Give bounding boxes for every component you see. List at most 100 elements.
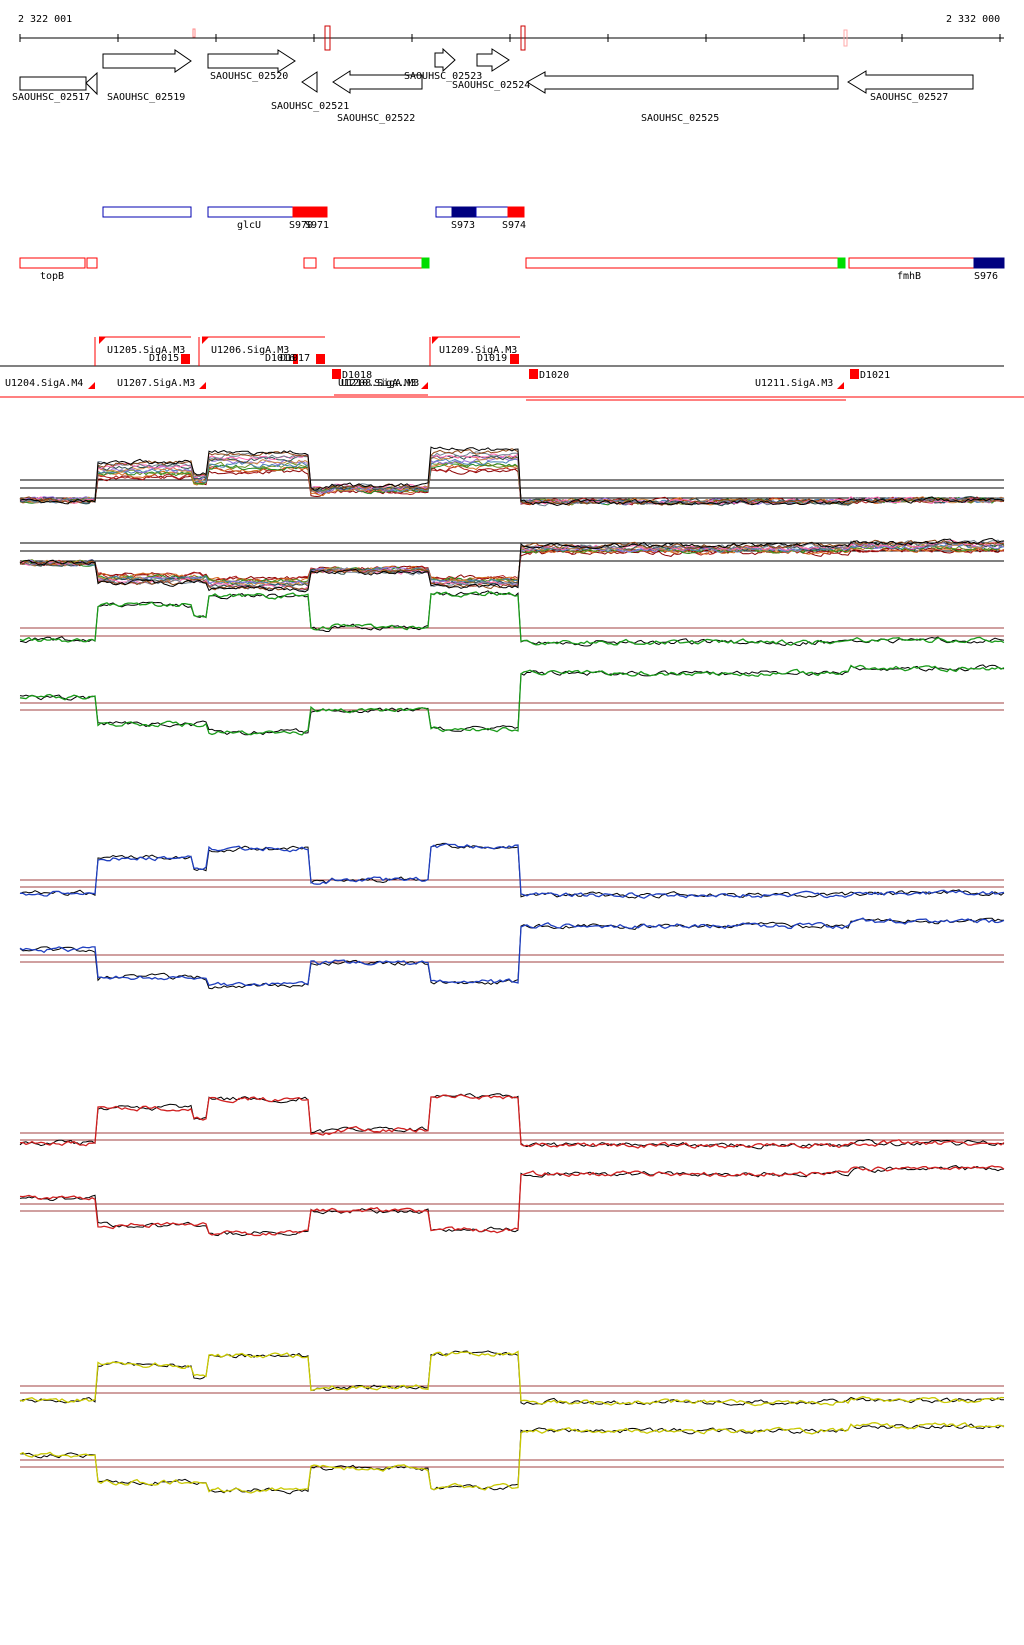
expression-curve [19,917,1005,987]
gene-arrow[interactable] [207,49,296,73]
ruler-marker [843,29,848,47]
gene-arrow[interactable] [332,70,423,94]
expression-curve [19,1093,1005,1150]
end-coordinate: 2 332 000 [946,14,1001,25]
terminator-label: D1021 [860,370,891,381]
feature-box[interactable] [421,257,430,269]
expression-curve [19,1350,1005,1407]
promoter-marker[interactable] [202,337,209,344]
gene-label: SAOUHSC_02525 [641,113,720,124]
feature-box[interactable] [525,257,839,269]
feature-label: S974 [502,220,527,231]
promoter-label: U1208.SigA.M3 [341,378,420,389]
feature-box[interactable] [435,206,453,218]
start-coordinate: 2 322 001 [18,14,73,25]
promoter-track [0,336,1024,401]
terminator-marker[interactable] [529,369,538,379]
promoter-marker[interactable] [88,382,95,389]
feature-label: S971 [305,220,330,231]
gene-label: SAOUHSC_02519 [107,92,186,103]
terminator-marker[interactable] [332,369,341,379]
terminator-label: D1015 [149,353,180,364]
reverse-feature-track [19,257,1005,269]
expression-curve [19,539,1005,592]
feature-label: S973 [451,220,476,231]
feature-label: glcU [237,220,262,231]
gene-label: SAOUHSC_02517 [12,92,91,103]
gene-label: SAOUHSC_02520 [210,71,289,82]
promoter-marker[interactable] [432,337,439,344]
coordinate-ruler [19,25,1004,51]
ruler-marker [324,25,331,51]
expression-curve [20,843,1005,899]
gene-arrow[interactable] [476,48,510,72]
promoter-marker[interactable] [199,382,206,389]
feature-box[interactable] [451,206,477,218]
expression-curve [19,453,1005,506]
expression-curve [19,664,1005,736]
expression-curve [19,451,1005,507]
gene-arrow[interactable] [434,47,456,73]
terminator-marker[interactable] [181,354,190,364]
ruler-marker [520,25,526,51]
promoter-label: U1204.SigA.M4 [5,378,84,389]
feature-box[interactable] [973,257,1005,269]
expression-curve [19,537,1005,593]
feature-box[interactable] [19,257,86,269]
feature-box[interactable] [475,206,509,218]
expression-plots [19,446,1005,1495]
terminator-label: D1020 [539,370,570,381]
gene-arrow[interactable] [19,76,87,91]
gene-arrow[interactable] [847,70,974,94]
terminator-marker[interactable] [850,369,859,379]
promoter-marker[interactable] [837,382,844,389]
feature-label: fmhB [897,271,922,282]
gene-label: SAOUHSC_02522 [337,113,416,124]
feature-box[interactable] [207,206,294,218]
expression-curve [19,1164,1005,1237]
feature-box[interactable] [333,257,423,269]
terminator-label: D1018 [342,370,373,381]
promoter-label: U1211.SigA.M3 [755,378,834,389]
ruler-marker [192,28,196,38]
feature-box[interactable] [86,257,98,269]
promoter-marker[interactable] [421,382,428,389]
terminator-marker[interactable] [316,354,325,364]
feature-box[interactable] [848,257,975,269]
expression-curve [19,448,1004,506]
terminator-marker[interactable] [293,354,298,364]
expression-curve [19,547,1005,582]
feature-box[interactable] [292,206,328,218]
feature-label: S970 [289,220,314,231]
gene-arrow[interactable] [85,71,98,96]
promoter-label: U1207.SigA.M3 [117,378,196,389]
expression-curve [19,454,1005,507]
gene-arrow[interactable] [102,49,192,73]
feature-label: topB [40,271,65,282]
feature-label: S976 [974,271,999,282]
promoter-label: U1206.SigA.M3 [211,345,290,356]
gene-label: SAOUHSC_02523 [404,71,483,82]
terminator-marker[interactable] [510,354,519,364]
feature-box[interactable] [507,206,525,218]
feature-box[interactable] [303,257,317,269]
expression-curve [19,1165,1005,1237]
feature-box[interactable] [837,257,846,269]
forward-feature-track [102,206,525,218]
gene-arrow[interactable] [301,71,318,93]
terminator-label: D1016 [265,353,296,364]
terminator-label: D1017 [280,353,311,364]
promoter-label: U1210.SigA.M3 [338,378,417,389]
expression-curve [19,1350,1004,1406]
promoter-marker[interactable] [99,337,106,344]
feature-box[interactable] [102,206,192,218]
expression-curve [19,664,1005,736]
gene-arrow[interactable] [526,71,839,94]
gene-label: SAOUHSC_02527 [870,92,949,103]
gene-label: SAOUHSC_02524 [452,80,531,91]
expression-curve [19,591,1005,646]
expression-curve [19,1094,1005,1149]
gene-track [19,47,974,96]
